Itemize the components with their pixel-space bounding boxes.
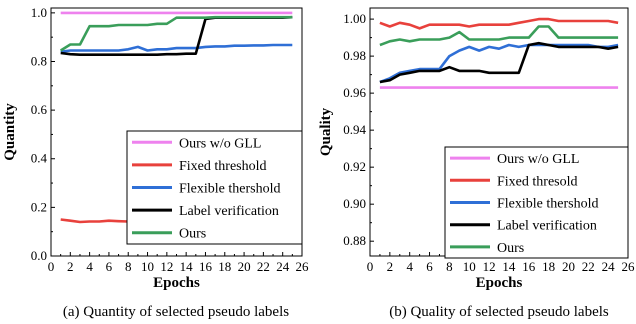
- x-tick-label: 20: [238, 259, 251, 274]
- y-tick-label: 0.96: [343, 85, 366, 100]
- chart-panel-1: 0 2 4 6 8 10 12 14 16 18 20 22 24 260.00.20.40.60.81.…: [2, 5, 309, 320]
- legend-label: Fixed thresold: [497, 174, 578, 189]
- x-tick-label: 2: [67, 259, 74, 274]
- y-tick-label: 0.94: [343, 122, 366, 137]
- legend-label: Ours: [497, 241, 524, 256]
- x-tick-label: 24: [602, 259, 616, 274]
- legend-label: Ours w/o GLL: [179, 136, 261, 151]
- legend-label: Ours w/o GLL: [497, 152, 579, 167]
- x-tick-label: 0: [367, 259, 374, 274]
- x-tick-label: 20: [562, 259, 575, 274]
- legend-label: Flexible thershold: [179, 182, 281, 197]
- legend-label: Label verification: [179, 204, 279, 219]
- y-tick-label: 0.2: [31, 199, 47, 214]
- x-tick-label: 10: [463, 259, 476, 274]
- panel-caption: (a) Quantity of selected pseudo labels: [63, 304, 289, 320]
- x-axis-label: Epochs: [476, 275, 523, 291]
- x-tick-label: 4: [406, 259, 413, 274]
- y-tick-label: 0.6: [31, 102, 48, 117]
- y-tick-label: 0.92: [343, 159, 366, 174]
- x-tick-label: 6: [106, 259, 113, 274]
- chart-panel-2: 0 2 4 6 8 10 12 14 16 18 20 22 24 260.880.900.920.940…: [318, 7, 636, 320]
- x-tick-label: 22: [257, 259, 270, 274]
- x-tick-label: 4: [86, 259, 93, 274]
- y-tick-label: 1.00: [343, 11, 366, 26]
- series-line-ours: [379, 25, 619, 47]
- x-tick-label: 8: [446, 259, 453, 274]
- y-tick-label: 1.0: [31, 5, 47, 20]
- x-tick-label: 26: [622, 259, 636, 274]
- y-tick-label: 0.4: [31, 151, 48, 166]
- x-tick-label: 12: [160, 259, 173, 274]
- y-tick-label: 0.98: [343, 48, 366, 63]
- y-tick-label: 0.8: [31, 53, 47, 68]
- x-tick-label: 26: [296, 259, 310, 274]
- x-tick-label: 22: [582, 259, 595, 274]
- legend: Ours w/o GLL Fixed threshold Flexible ther…: [126, 130, 303, 245]
- x-tick-label: 8: [125, 259, 132, 274]
- y-tick-label: 0.90: [343, 196, 366, 211]
- x-tick-label: 14: [180, 259, 194, 274]
- x-tick-label: 0: [48, 259, 55, 274]
- legend: Ours w/o GLL Fixed thresold Flexible thers…: [444, 146, 629, 259]
- legend-label: Fixed threshold: [179, 159, 267, 174]
- x-tick-label: 18: [542, 259, 555, 274]
- series-line-ours: [60, 15, 293, 52]
- x-tick-label: 14: [502, 259, 516, 274]
- x-tick-label: 10: [141, 259, 154, 274]
- x-axis-label: Epochs: [153, 275, 200, 291]
- series-line-fixed-thresold: [379, 17, 619, 30]
- y-axis-label: Quality: [318, 107, 334, 156]
- y-tick-label: 0.0: [31, 248, 47, 263]
- legend-label: Label verification: [497, 219, 597, 234]
- x-tick-label: 6: [426, 259, 433, 274]
- series-line-flexible-thershold: [379, 43, 619, 84]
- x-tick-label: 18: [218, 259, 231, 274]
- x-tick-label: 16: [522, 259, 536, 274]
- y-axis-label: Quantity: [2, 103, 18, 161]
- y-tick-label: 0.88: [343, 233, 366, 248]
- series-line-flexible-thershold: [60, 43, 293, 54]
- x-tick-label: 12: [483, 259, 496, 274]
- legend-label: Ours: [179, 227, 206, 242]
- panel-caption: (b) Quality of selected pseudo labels: [389, 304, 609, 320]
- series-line-label-verification: [379, 41, 619, 84]
- legend-label: Flexible thershold: [497, 197, 599, 212]
- x-tick-label: 16: [199, 259, 213, 274]
- x-tick-label: 2: [387, 259, 394, 274]
- x-tick-label: 24: [276, 259, 290, 274]
